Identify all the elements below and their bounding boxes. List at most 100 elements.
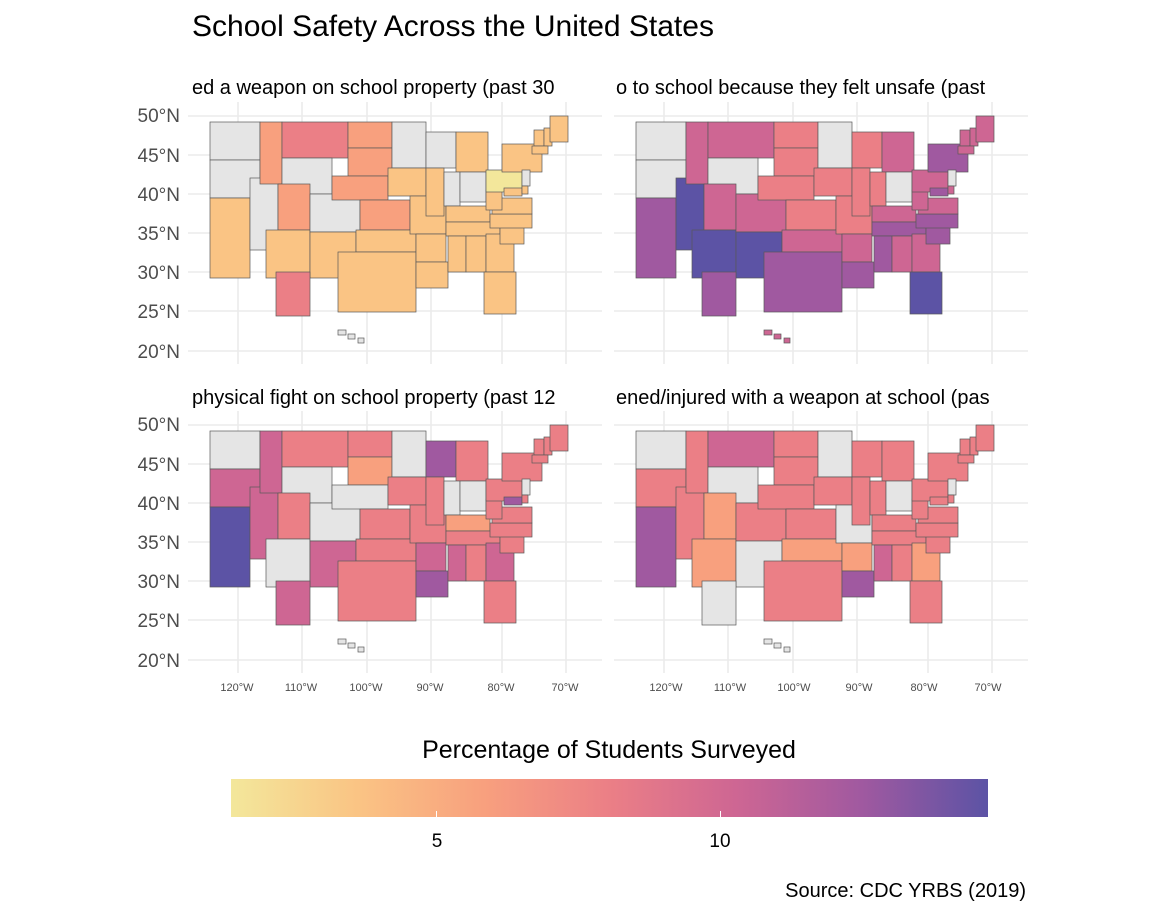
state-hi: [347, 333, 356, 340]
x-tick-label: 120°W: [220, 682, 254, 694]
state-sd: [347, 147, 393, 177]
state-ak: [275, 580, 311, 626]
state-hi: [763, 329, 773, 336]
state-wi: [425, 131, 457, 169]
state-az: [265, 229, 311, 279]
state-la: [415, 570, 449, 598]
state-wa: [635, 430, 687, 470]
map-panel-felt-unsafe: [614, 102, 1028, 364]
state-ma: [531, 145, 549, 155]
state-il: [851, 476, 871, 526]
state-ky: [445, 514, 491, 532]
legend-tick-mark: [436, 811, 437, 817]
state-ak: [701, 580, 737, 626]
state-oh: [885, 171, 913, 203]
x-tick-label: 110°W: [284, 682, 318, 694]
state-az: [265, 538, 311, 588]
state-ut: [703, 492, 737, 540]
state-ca: [635, 197, 677, 279]
state-ut: [703, 183, 737, 231]
state-in: [869, 480, 887, 516]
state-id: [259, 430, 283, 494]
y-tick-label: 30°N: [137, 263, 180, 284]
state-ks: [785, 508, 837, 540]
state-md: [503, 496, 523, 506]
x-tick-label: 80°W: [910, 682, 938, 694]
x-tick-label: 100°W: [777, 682, 811, 694]
state-sc: [925, 534, 951, 554]
state-md: [929, 496, 949, 506]
state-vt: [959, 438, 971, 456]
state-nj: [947, 478, 957, 496]
state-ar: [841, 542, 873, 572]
state-al: [891, 544, 913, 582]
state-ms: [873, 235, 893, 273]
y-tick-label: 20°N: [137, 342, 180, 363]
state-wi: [851, 131, 883, 169]
state-sd: [347, 456, 393, 486]
state-ak: [701, 271, 737, 317]
state-id: [685, 121, 709, 185]
state-vt: [959, 129, 971, 147]
state-fl: [909, 580, 943, 624]
y-tick-label: 50°N: [137, 415, 180, 436]
state-vt: [533, 438, 545, 456]
state-de: [521, 494, 529, 504]
state-ca: [635, 506, 677, 588]
state-ut: [277, 183, 311, 231]
state-id: [685, 430, 709, 494]
legend-tick-label: 5: [431, 831, 443, 852]
state-mn: [817, 430, 853, 478]
state-ms: [873, 544, 893, 582]
state-ar: [415, 542, 447, 572]
state-wv: [485, 498, 503, 520]
state-ne: [757, 175, 815, 201]
y-tick-label: 35°N: [137, 224, 180, 245]
state-mi: [881, 440, 915, 482]
x-tick-label: 110°W: [713, 682, 747, 694]
state-sc: [499, 225, 525, 245]
state-ok: [355, 229, 417, 253]
x-tick-label: 90°W: [845, 682, 873, 694]
map-panel-threatened-injured: [614, 411, 1028, 673]
state-mi: [455, 440, 489, 482]
state-hi: [773, 333, 782, 340]
state-tx: [763, 251, 843, 313]
state-wv: [485, 189, 503, 211]
map-panel-physical-fight: [188, 411, 602, 673]
state-mn: [817, 121, 853, 169]
state-il: [851, 167, 871, 217]
y-tick-label: 30°N: [137, 572, 180, 593]
state-de: [521, 185, 529, 195]
state-wa: [209, 121, 261, 161]
state-fl: [483, 271, 517, 315]
state-tx: [763, 560, 843, 622]
state-me: [549, 424, 569, 452]
state-az: [691, 538, 737, 588]
state-sc: [499, 534, 525, 554]
state-ak: [275, 271, 311, 317]
state-hi: [357, 337, 365, 344]
state-ok: [781, 538, 843, 562]
state-oh: [459, 171, 487, 203]
state-vt: [533, 129, 545, 147]
x-tick-label: 100°W: [349, 682, 383, 694]
state-ok: [781, 229, 843, 253]
state-wi: [851, 440, 883, 478]
state-ne: [331, 484, 389, 510]
state-me: [549, 115, 569, 143]
state-sc: [925, 225, 951, 245]
state-wa: [635, 121, 687, 161]
state-hi: [783, 646, 791, 653]
state-wi: [425, 440, 457, 478]
state-oh: [459, 480, 487, 512]
state-al: [465, 235, 487, 273]
state-ar: [841, 233, 873, 263]
state-md: [929, 187, 949, 197]
y-tick-label: 25°N: [137, 611, 180, 632]
state-hi: [347, 642, 356, 649]
state-ne: [757, 484, 815, 510]
state-nd: [347, 430, 393, 458]
state-me: [975, 115, 995, 143]
y-tick-label: 35°N: [137, 533, 180, 554]
